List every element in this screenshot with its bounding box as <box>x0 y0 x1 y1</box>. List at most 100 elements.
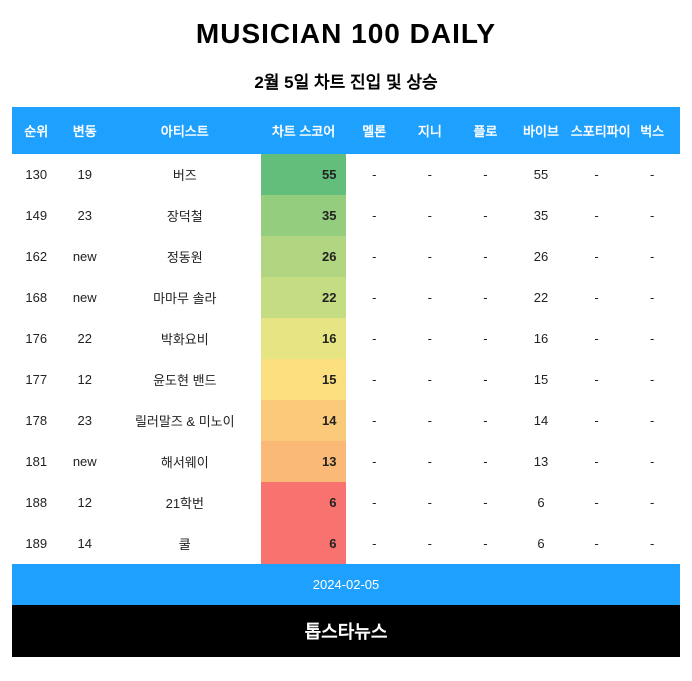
genie-cell: - <box>402 359 458 400</box>
bugs-cell: - <box>624 195 680 236</box>
table-row: 18914쿨6---6-- <box>12 523 680 564</box>
spotify-cell: - <box>569 154 625 195</box>
score-cell: 35 <box>261 195 347 236</box>
spotify-cell: - <box>569 523 625 564</box>
chart-table: 순위 변동 아티스트 차트 스코어 멜론 지니 플로 바이브 스포티파이 벅스 … <box>12 107 680 605</box>
melon-cell: - <box>346 195 402 236</box>
artist-cell: 버즈 <box>109 154 261 195</box>
date-cell: 2024-02-05 <box>12 564 680 605</box>
genie-cell: - <box>402 277 458 318</box>
bugs-cell: - <box>624 277 680 318</box>
rank-cell: 162 <box>12 236 61 277</box>
score-cell: 14 <box>261 400 347 441</box>
col-vibe: 바이브 <box>513 107 569 154</box>
melon-cell: - <box>346 318 402 359</box>
bugs-cell: - <box>624 359 680 400</box>
melon-cell: - <box>346 482 402 523</box>
score-cell: 15 <box>261 359 347 400</box>
col-genie: 지니 <box>402 107 458 154</box>
col-bugs: 벅스 <box>624 107 680 154</box>
vibe-cell: 14 <box>513 400 569 441</box>
table-row: 14923장덕철35---35-- <box>12 195 680 236</box>
vibe-cell: 26 <box>513 236 569 277</box>
change-cell: new <box>61 277 110 318</box>
change-cell: 12 <box>61 482 110 523</box>
artist-cell: 21학번 <box>109 482 261 523</box>
col-melon: 멜론 <box>346 107 402 154</box>
change-cell: 22 <box>61 318 110 359</box>
rank-cell: 149 <box>12 195 61 236</box>
score-cell: 6 <box>261 523 347 564</box>
rank-cell: 178 <box>12 400 61 441</box>
vibe-cell: 22 <box>513 277 569 318</box>
melon-cell: - <box>346 236 402 277</box>
chart-container: MUSICIAN 100 DAILY 2월 5일 차트 진입 및 상승 순위 변… <box>0 0 692 657</box>
spotify-cell: - <box>569 195 625 236</box>
artist-cell: 장덕철 <box>109 195 261 236</box>
table-row: 168new마마무 솔라22---22-- <box>12 277 680 318</box>
spotify-cell: - <box>569 441 625 482</box>
flo-cell: - <box>458 277 514 318</box>
melon-cell: - <box>346 277 402 318</box>
spotify-cell: - <box>569 482 625 523</box>
rank-cell: 176 <box>12 318 61 359</box>
page-title: MUSICIAN 100 DAILY <box>196 18 496 50</box>
footer-source: 톱스타뉴스 <box>12 605 680 657</box>
genie-cell: - <box>402 400 458 441</box>
genie-cell: - <box>402 441 458 482</box>
change-cell: new <box>61 236 110 277</box>
table-row: 162new정동원26---26-- <box>12 236 680 277</box>
rank-cell: 130 <box>12 154 61 195</box>
spotify-cell: - <box>569 400 625 441</box>
score-cell: 6 <box>261 482 347 523</box>
vibe-cell: 35 <box>513 195 569 236</box>
artist-cell: 릴러말즈 & 미노이 <box>109 400 261 441</box>
flo-cell: - <box>458 154 514 195</box>
melon-cell: - <box>346 154 402 195</box>
score-cell: 13 <box>261 441 347 482</box>
bugs-cell: - <box>624 441 680 482</box>
artist-cell: 마마무 솔라 <box>109 277 261 318</box>
artist-cell: 박화요비 <box>109 318 261 359</box>
change-cell: 23 <box>61 195 110 236</box>
table-row: 17823릴러말즈 & 미노이14---14-- <box>12 400 680 441</box>
genie-cell: - <box>402 236 458 277</box>
col-spotify: 스포티파이 <box>569 107 625 154</box>
change-cell: 12 <box>61 359 110 400</box>
flo-cell: - <box>458 523 514 564</box>
change-cell: new <box>61 441 110 482</box>
bugs-cell: - <box>624 318 680 359</box>
artist-cell: 쿨 <box>109 523 261 564</box>
rank-cell: 177 <box>12 359 61 400</box>
flo-cell: - <box>458 195 514 236</box>
table-row: 13019버즈55---55-- <box>12 154 680 195</box>
flo-cell: - <box>458 359 514 400</box>
flo-cell: - <box>458 236 514 277</box>
spotify-cell: - <box>569 277 625 318</box>
table-row: 1881221학번6---6-- <box>12 482 680 523</box>
vibe-cell: 16 <box>513 318 569 359</box>
vibe-cell: 55 <box>513 154 569 195</box>
artist-cell: 윤도현 밴드 <box>109 359 261 400</box>
melon-cell: - <box>346 523 402 564</box>
rank-cell: 181 <box>12 441 61 482</box>
melon-cell: - <box>346 441 402 482</box>
genie-cell: - <box>402 482 458 523</box>
date-row: 2024-02-05 <box>12 564 680 605</box>
flo-cell: - <box>458 482 514 523</box>
rank-cell: 168 <box>12 277 61 318</box>
melon-cell: - <box>346 400 402 441</box>
vibe-cell: 6 <box>513 523 569 564</box>
genie-cell: - <box>402 523 458 564</box>
table-header-row: 순위 변동 아티스트 차트 스코어 멜론 지니 플로 바이브 스포티파이 벅스 <box>12 107 680 154</box>
score-cell: 26 <box>261 236 347 277</box>
bugs-cell: - <box>624 523 680 564</box>
table-row: 17712윤도현 밴드15---15-- <box>12 359 680 400</box>
artist-cell: 해서웨이 <box>109 441 261 482</box>
col-flo: 플로 <box>458 107 514 154</box>
col-artist: 아티스트 <box>109 107 261 154</box>
score-cell: 16 <box>261 318 347 359</box>
bugs-cell: - <box>624 482 680 523</box>
bugs-cell: - <box>624 400 680 441</box>
rank-cell: 188 <box>12 482 61 523</box>
